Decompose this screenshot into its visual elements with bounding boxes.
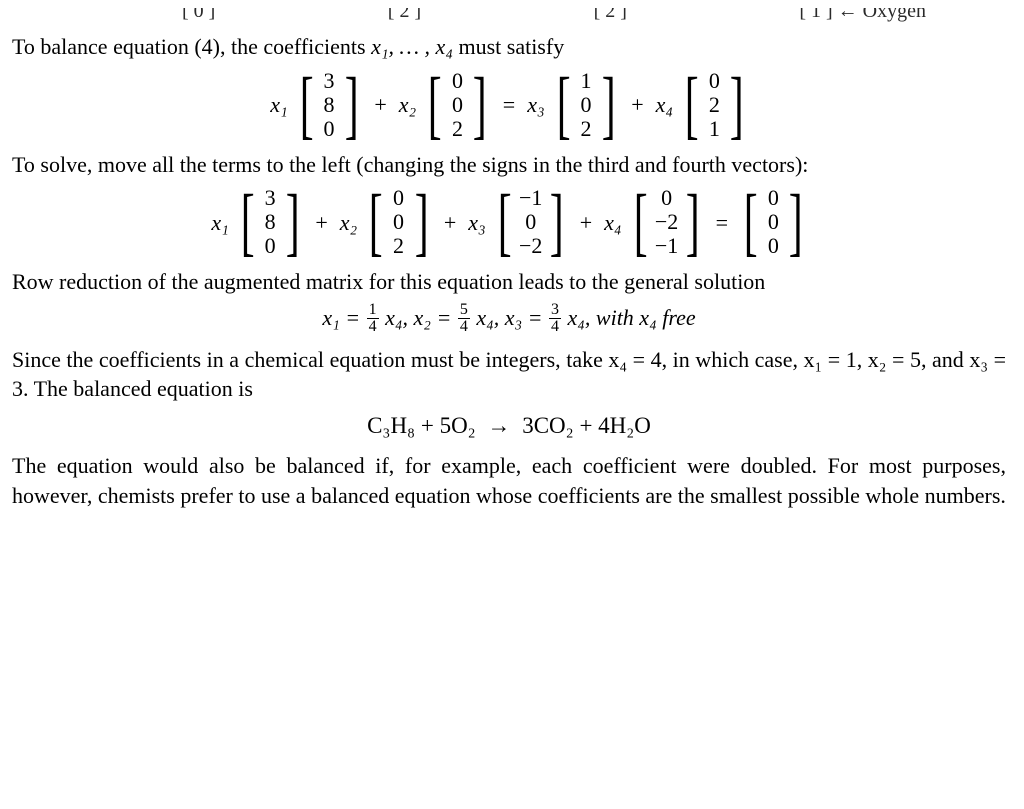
equals-op: = [716,208,728,238]
frag-2: [ 2 ] [388,8,421,16]
term-x4: x₄, [476,305,504,330]
vector-2: [ 002 ] [422,68,493,142]
coef-x1: x₁ [270,90,287,120]
term-x4: x₄, [385,305,413,330]
paragraph-balance-intro: To balance equation (4), the coefficient… [12,32,1006,62]
text-fragment: To balance equation (4), the coefficient… [12,34,371,59]
chem-3co2: 3CO₂ [522,413,573,438]
paragraph-row-reduction: Row reduction of the augmented matrix fo… [12,267,1006,297]
equation-chemical-balanced: C₃H₈ + 5O₂ → 3CO₂ + 4H₂O [12,410,1006,441]
frag-3: [ 2 ] [594,8,627,16]
vector-1: [ 380 ] [294,68,365,142]
fraction-1-4: 14 [367,302,379,335]
equation-vector-balance: x₁ [ 380 ] + x₂ [ 002 ] = x₃ [ 102 ] + x… [12,68,1006,142]
text-fragment: must satisfy [453,34,564,59]
plus-op: + [631,90,643,120]
vector-1: [ 380 ] [235,185,306,259]
plus-op: + [421,413,440,438]
term-x4-free: x₄, with x₄ free [568,305,696,330]
vector-2: [ 002 ] [363,185,434,259]
coef-x2: x₂ [340,208,357,238]
vector-3: [ −10−2 ] [492,185,570,259]
chem-5o2: 5O₂ [440,413,476,438]
sol-x2: x₂ = [414,305,457,330]
coef-x3: x₃ [468,208,485,238]
chem-c3h8: C₃H₈ [367,413,415,438]
sol-x1: x₁ = [322,305,365,330]
vector-4: [ 0−2−1 ] [628,185,706,259]
paragraph-doubled-coeffs: The equation would also be balanced if, … [12,451,1006,510]
plus-op: + [580,208,592,238]
coef-x4: x₄ [604,208,621,238]
plus-op: + [444,208,456,238]
vector-zero: [ 000 ] [738,185,809,259]
plus-op: + [315,208,327,238]
chem-4h2o: 4H₂O [598,413,651,438]
paragraph-move-terms: To solve, move all the terms to the left… [12,150,1006,180]
fraction-3-4: 34 [549,302,561,335]
reaction-arrow-icon: → [487,413,510,438]
frag-4: [ 1 ] ← Oxygen [799,8,926,16]
equation-general-solution: x₁ = 14 x₄, x₂ = 54 x₄, x₃ = 34 x₄, with… [12,303,1006,336]
equals-op: = [503,90,515,120]
vector-4: [ 021 ] [679,68,750,142]
variable-list: x₁, … , x₄ [371,34,453,59]
equation-vector-homogeneous: x₁ [ 380 ] + x₂ [ 002 ] + x₃ [ −10−2 ] +… [12,185,1006,259]
vector-3: [ 102 ] [551,68,622,142]
sol-x3: x₃ = [505,305,548,330]
paragraph-integer-coeffs: Since the coefficients in a chemical equ… [12,345,1006,404]
coef-x1: x₁ [211,208,228,238]
coef-x2: x₂ [399,90,416,120]
cutoff-fragment-row: [ 0 ] [ 2 ] [ 2 ] [ 1 ] ← Oxygen [12,8,1006,26]
plus-op: + [374,90,386,120]
coef-x4: x₄ [656,90,673,120]
coef-x3: x₃ [527,90,544,120]
fraction-5-4: 54 [458,302,470,335]
plus-op: + [579,413,598,438]
frag-1: [ 0 ] [182,8,215,16]
